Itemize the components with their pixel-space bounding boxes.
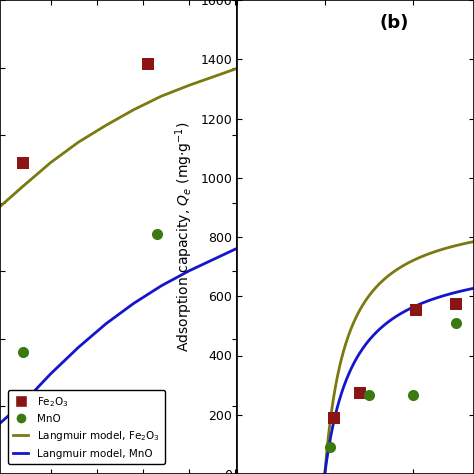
Y-axis label: Adsorption capacity, $Q_e$ (mg·g$^{-1}$): Adsorption capacity, $Q_e$ (mg·g$^{-1}$) bbox=[173, 122, 195, 352]
Legend: Fe$_2$O$_3$, MnO, Langmuir model, Fe$_2$O$_3$, Langmuir model, MnO: Fe$_2$O$_3$, MnO, Langmuir model, Fe$_2$… bbox=[8, 390, 165, 464]
Text: (b): (b) bbox=[379, 14, 409, 32]
